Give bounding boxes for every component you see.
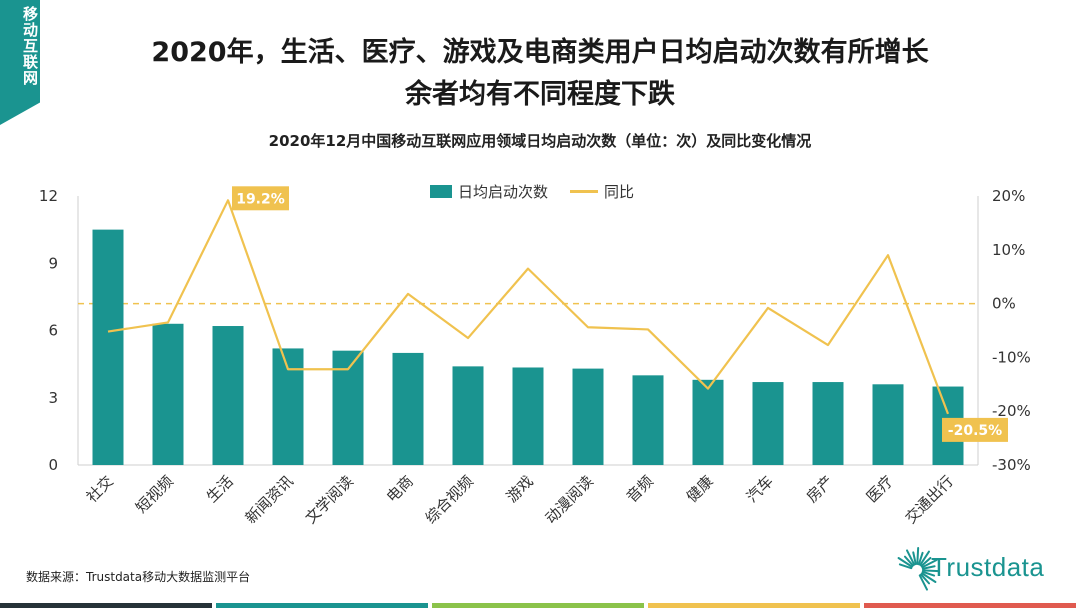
bar — [812, 382, 844, 465]
footer-segment — [0, 603, 212, 608]
legend-bar-swatch — [430, 184, 452, 198]
category-label: 生活 — [203, 472, 237, 506]
right-tick-label: 10% — [992, 241, 1025, 259]
corner-tab: 移动互联网 — [0, 0, 40, 125]
annotation-box — [232, 186, 289, 211]
bar — [632, 375, 664, 465]
category-label: 社交 — [83, 472, 117, 506]
legend-line-swatch — [570, 189, 599, 193]
chart-subtitle: 2020年12月中国移动互联网应用领域日均启动次数（单位：次）及同比变化情况 — [268, 132, 812, 150]
chart-legend: 日均启动次数 同比 — [430, 181, 634, 201]
page-title-line1: 2020年，生活、医疗、游戏及电商类用户日均启动次数有所增长 — [151, 37, 929, 68]
category-label: 房产 — [803, 472, 837, 506]
bar — [692, 379, 724, 465]
right-tick-label: -30% — [992, 456, 1031, 474]
category-label: 游戏 — [503, 472, 537, 506]
category-label: 综合视频 — [422, 472, 477, 527]
right-tick-label: 20% — [992, 187, 1025, 205]
category-label: 文学阅读 — [302, 472, 357, 527]
category-label: 医疗 — [863, 472, 897, 506]
right-tick-label: 0% — [992, 295, 1016, 313]
category-label: 音频 — [623, 472, 657, 506]
bar — [752, 382, 784, 465]
category-label: 新闻资讯 — [242, 472, 297, 527]
category-label: 健康 — [683, 472, 717, 506]
category-label: 动漫阅读 — [542, 472, 597, 527]
bar — [152, 323, 184, 465]
left-tick-label: 3 — [48, 389, 58, 407]
left-tick-label: 12 — [39, 187, 58, 205]
annotation-label: -20.5% — [948, 423, 1002, 439]
category-label: 电商 — [383, 472, 417, 506]
right-tick-label: -10% — [992, 348, 1031, 366]
bar — [212, 326, 244, 465]
bar — [392, 352, 424, 465]
annotation-label: 19.2% — [236, 191, 285, 207]
footer-segment — [432, 603, 644, 608]
footer-segment — [864, 603, 1076, 608]
bar — [452, 366, 484, 465]
footer-bar — [0, 603, 1080, 608]
bar — [512, 367, 544, 465]
bar — [572, 368, 604, 465]
left-tick-label: 9 — [48, 254, 58, 272]
trustdata-logo: Trustdata — [893, 536, 1068, 592]
left-tick-label: 0 — [48, 456, 58, 474]
category-label: 汽车 — [743, 472, 777, 506]
data-source: 数据来源：Trustdata移动大数据监测平台 — [26, 570, 251, 584]
footer-segment — [648, 603, 860, 608]
annotation-box — [942, 417, 1008, 442]
bar — [272, 348, 304, 465]
bar — [92, 229, 124, 465]
page-title-line2: 余者均有不同程度下跌 — [405, 79, 675, 110]
category-label: 交通出行 — [902, 472, 957, 527]
logo-text: Trustdata — [931, 552, 1045, 582]
left-tick-label: 6 — [48, 322, 58, 340]
legend-bar-label: 日均启动次数 — [458, 182, 549, 201]
category-label: 短视频 — [132, 472, 177, 517]
corner-tab-label: 移动互联网 — [21, 6, 39, 86]
legend-line-label: 同比 — [604, 182, 635, 201]
right-tick-label: -20% — [992, 402, 1031, 420]
sunburst-icon — [897, 547, 940, 591]
footer-segment — [216, 603, 428, 608]
bar — [872, 384, 904, 465]
yoy-line — [107, 199, 950, 415]
